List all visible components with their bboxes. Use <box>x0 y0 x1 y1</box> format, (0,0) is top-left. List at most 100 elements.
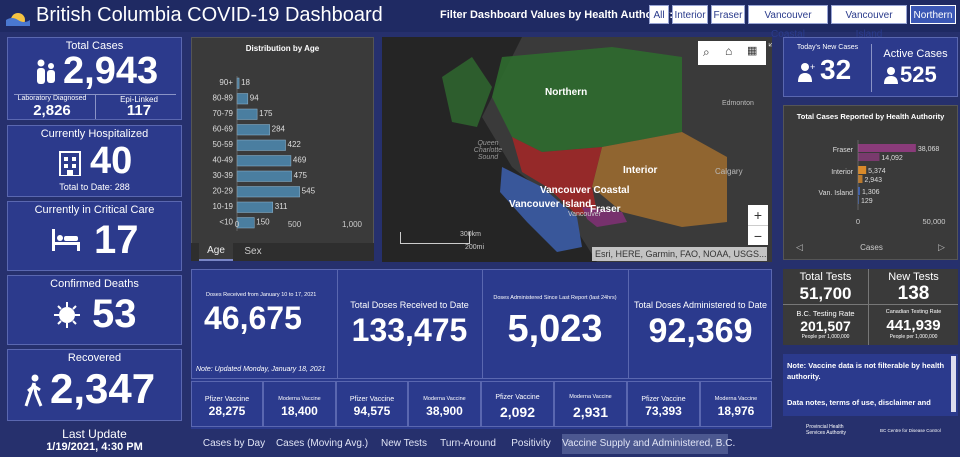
map-zoom-in-button[interactable]: + <box>748 205 768 225</box>
active-cases-value: 525 <box>900 62 937 87</box>
map-search-icon[interactable]: ⌕ <box>703 45 710 59</box>
vaccine-breakdown-cell: Pfizer Vaccine 94,575 <box>336 381 408 427</box>
ha-chart-title: Total Cases Reported by Health Authority <box>796 112 945 121</box>
canadian-testing-rate-value: 441,939 <box>886 317 941 334</box>
divider <box>482 270 483 378</box>
bc-logo-icon <box>6 13 30 26</box>
vaccine-dose-value: 28,275 <box>208 404 246 418</box>
tab-vaccine-supply[interactable]: Vaccine Supply and Administered, B.C. <box>562 434 735 454</box>
ha-chart-next-icon[interactable]: ▷ <box>938 242 945 252</box>
age-category-label: 50-59 <box>213 140 234 149</box>
notes-vaccine-filter: Note: Vaccine data is not filterable by … <box>787 361 945 381</box>
last-update-value: 1/19/2021, 4:30 PM <box>46 441 143 453</box>
deaths-value: 53 <box>92 292 137 336</box>
map-fullscreen-icon[interactable]: ⤢ <box>768 37 772 50</box>
lab-diagnosed-label: Laboratory Diagnosed <box>17 95 87 102</box>
new-tests-value: 138 <box>897 283 930 304</box>
total-tests-label: Total Tests <box>799 271 852 283</box>
ha-category-label: Van. Island <box>818 190 853 197</box>
map-scale-bar <box>400 232 470 244</box>
age-category-label: 70-79 <box>213 109 234 118</box>
tab-cases-moving-avg[interactable]: Cases (Moving Avg.) <box>275 438 369 449</box>
ha-category-label: Fraser <box>833 147 854 154</box>
map-label-interior: Interior <box>623 165 658 176</box>
age-x-tick-label: 500 <box>288 220 302 229</box>
health-authority-map[interactable] <box>382 37 772 262</box>
epi-linked-label: Epi-Linked <box>120 95 158 104</box>
critical-care-title: Currently in Critical Care <box>34 204 155 216</box>
map-label-vancouver-island: Vancouver Island <box>509 199 592 210</box>
new-tests-label: New Tests <box>888 271 939 283</box>
age-bar-value: 284 <box>272 125 286 134</box>
total-received-label: Total Doses Received to Date <box>350 300 469 310</box>
age-bar <box>236 186 300 198</box>
vaccine-breakdown-cell: Moderna Vaccine 38,900 <box>408 381 481 427</box>
divider <box>628 270 629 378</box>
ha-bar-value: 1,306 <box>862 189 880 196</box>
total-received-value: 133,475 <box>351 312 468 348</box>
lab-diagnosed-value: 2,826 <box>33 102 71 119</box>
new-cases-value: 32 <box>820 54 852 85</box>
doses-received-period-label: Doses Received from January 10 to 17, 20… <box>206 292 317 298</box>
ha-chart-axis-label: Cases <box>860 243 883 252</box>
filter-all-button[interactable]: All <box>649 5 669 24</box>
filter-vancouver-island-button[interactable]: Vancouver Island <box>831 5 907 40</box>
administered-recent-label: Doses Administered Since Last Report (la… <box>493 295 617 301</box>
hospitalized-value: 40 <box>90 140 133 182</box>
vaccine-breakdown-cell: Moderna Vaccine 18,400 <box>263 381 336 427</box>
hospital-icon <box>59 151 81 176</box>
notes-scrollbar[interactable] <box>951 356 956 412</box>
filter-label: Filter Dashboard Values by Health Author… <box>440 9 674 21</box>
vaccine-type-label: Moderna Vaccine <box>278 396 321 402</box>
map-zoom-out-button[interactable]: − <box>748 225 768 245</box>
tab-cases-by-day[interactable]: Cases by Day <box>202 438 266 449</box>
vaccine-type-label: Pfizer Vaccine <box>204 396 250 403</box>
vaccine-breakdown-cell: Moderna Vaccine 18,976 <box>700 381 772 427</box>
vancouver-coastal-region[interactable] <box>512 137 602 215</box>
vaccine-type-label: Pfizer Vaccine <box>349 396 395 403</box>
tab-positivity[interactable]: Positivity <box>511 438 551 449</box>
age-bar <box>236 139 286 151</box>
filter-fraser-button[interactable]: Fraser <box>711 5 745 24</box>
northern-region[interactable] <box>492 47 682 152</box>
tab-new-tests[interactable]: New Tests <box>381 438 427 449</box>
doses-received-period-value: 46,675 <box>204 300 302 336</box>
northern-region[interactable] <box>442 57 492 127</box>
map-panel[interactable]: Northern Interior Vancouver Coastal Vanc… <box>382 37 772 262</box>
map-toolbar <box>698 41 766 65</box>
critical-care-value: 17 <box>94 218 139 262</box>
canadian-testing-rate-cell: Canadian Testing Rate 441,939 People per… <box>869 305 958 345</box>
person-add-icon: + <box>798 62 815 82</box>
tests-panel: Total Tests 51,700 New Tests 138 B.C. Te… <box>783 269 958 345</box>
age-category-label: 10-19 <box>213 202 234 211</box>
bc-testing-rate-label: B.C. Testing Rate <box>796 309 855 318</box>
age-x-tick-label: 1,000 <box>342 220 363 229</box>
tab-turn-around[interactable]: Turn-Around <box>440 438 496 449</box>
vancouver-island-region[interactable] <box>500 167 582 252</box>
notes-terms-link[interactable]: Data notes, terms of use, disclaimer and <box>787 398 931 407</box>
map-label-edmonton: Edmonton <box>722 100 754 107</box>
person-icon <box>884 67 898 84</box>
vaccine-dose-value: 18,400 <box>281 404 318 418</box>
age-category-label: 90+ <box>219 78 233 87</box>
divider <box>337 270 338 378</box>
filter-vancouver-coastal-button[interactable]: Vancouver Coastal <box>748 5 828 40</box>
bccdc-logo: BC Centre for Disease Control <box>880 428 941 433</box>
tab-age[interactable]: Age <box>199 243 233 261</box>
tab-sex[interactable]: Sex <box>244 246 262 257</box>
map-attribution: Esri, HERE, Garmin, FAO, NOAA, USGS... <box>592 247 767 261</box>
map-qr-icon[interactable]: ▦ <box>747 45 758 57</box>
filter-northern-button[interactable]: Northern <box>910 5 956 24</box>
canadian-testing-rate-unit: People per 1,000,000 <box>889 334 938 340</box>
ha-chart-prev-icon[interactable]: ◁ <box>796 242 803 252</box>
interior-region[interactable] <box>592 132 727 227</box>
new-tests-cell: New Tests 138 <box>869 269 958 305</box>
age-chart-tabs: Age Sex <box>191 243 374 261</box>
map-home-icon[interactable]: ⌂ <box>725 44 733 58</box>
new-active-card: Today's New Cases + 32 Active Cases 525 <box>783 37 958 97</box>
fraser-region[interactable] <box>582 207 627 227</box>
vaccine-dose-value: 2,092 <box>499 404 536 420</box>
map-label-vancouver: Vancouver <box>568 211 601 218</box>
hospitalized-card: Currently Hospitalized 40 Total to Date:… <box>7 125 182 197</box>
filter-interior-button[interactable]: Interior <box>672 5 708 24</box>
